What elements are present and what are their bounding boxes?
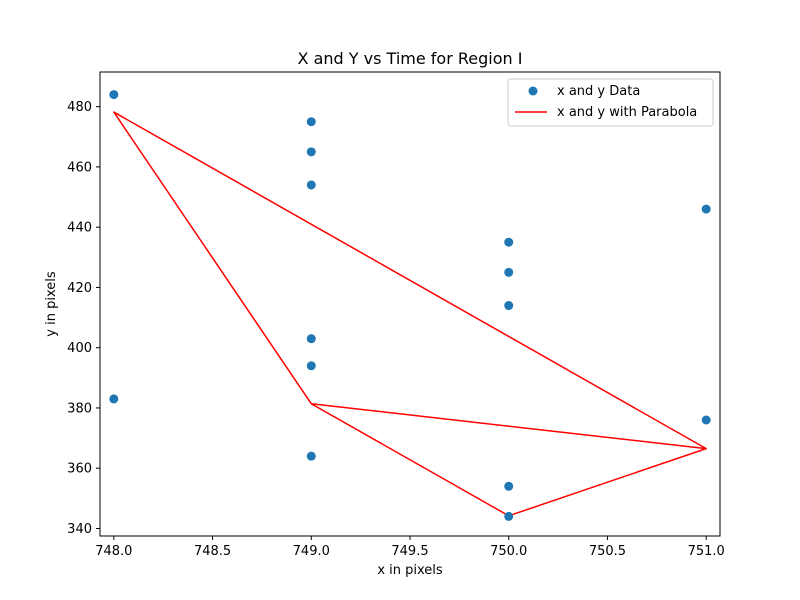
legend: x and y Data x and y with Parabola [507, 78, 714, 127]
data-point [306, 451, 316, 461]
point-layer [109, 90, 711, 521]
data-point [701, 204, 711, 214]
y-tick-label: 380 [67, 401, 92, 416]
data-point [109, 394, 119, 404]
legend-marker-data [528, 86, 538, 96]
y-axis: 340 360 380 400 420 440 460 480 [67, 100, 100, 537]
chart-title: X and Y vs Time for Region I [298, 49, 523, 68]
x-axis-label: x in pixels [377, 563, 443, 578]
y-tick-label: 400 [67, 341, 92, 356]
y-tick-label: 420 [67, 281, 92, 296]
legend-label-data: x and y Data [557, 84, 640, 99]
x-tick-label: 750.5 [589, 544, 626, 559]
x-tick-label: 748.0 [95, 544, 132, 559]
legend-label-parabola: x and y with Parabola [557, 105, 697, 120]
x-tick-label: 748.5 [194, 544, 231, 559]
data-point [306, 334, 316, 344]
x-tick-label: 749.5 [391, 544, 428, 559]
parabola-line [113, 111, 707, 517]
y-tick-label: 440 [67, 221, 92, 236]
x-tick-label: 751.0 [688, 544, 725, 559]
y-axis-label: y in pixels [44, 271, 59, 337]
x-tick-label: 750.0 [490, 544, 527, 559]
x-axis: 748.0 748.5 749.0 749.5 750.0 750.5 751.0 [95, 536, 725, 559]
y-tick-label: 340 [67, 522, 92, 537]
legend-frame [507, 78, 714, 127]
data-point [504, 267, 514, 277]
line-layer [113, 111, 707, 517]
data-point [109, 90, 119, 100]
y-tick-label: 360 [67, 462, 92, 477]
data-point [504, 481, 514, 491]
plot-background [100, 72, 720, 536]
x-tick-label: 749.0 [293, 544, 330, 559]
data-point [306, 147, 316, 157]
data-point [701, 415, 711, 425]
y-tick-label: 480 [67, 100, 92, 115]
plot-area [99, 71, 721, 537]
data-point [504, 301, 514, 311]
data-point [504, 237, 514, 247]
data-point [306, 180, 316, 190]
data-point [306, 361, 316, 371]
y-tick-label: 460 [67, 160, 92, 175]
data-point [504, 511, 514, 521]
data-point [306, 117, 316, 127]
